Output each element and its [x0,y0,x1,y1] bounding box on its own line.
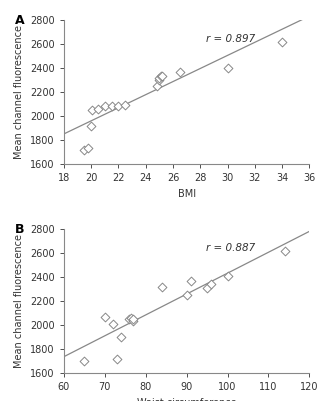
Point [115,355,120,362]
Point [209,281,214,288]
Y-axis label: Mean channel fluorescence: Mean channel fluorescence [14,234,25,368]
Y-axis label: Mean channel fluorescence: Mean channel fluorescence [14,25,25,159]
Point [82,358,87,364]
Point [158,73,163,80]
Point [131,318,136,324]
Point [157,77,162,83]
Point [154,83,159,89]
Text: r = 0.887: r = 0.887 [206,243,256,253]
Point [82,146,87,153]
X-axis label: Waist circumference: Waist circumference [137,397,236,401]
Point [131,316,136,322]
Point [157,75,162,81]
Point [119,334,124,340]
Point [225,273,230,279]
Point [184,292,189,298]
Text: A: A [15,14,24,27]
Point [225,65,230,71]
Point [102,313,107,320]
Point [204,284,210,291]
Point [86,145,91,152]
Point [129,314,134,321]
Point [95,105,100,112]
Point [116,103,121,110]
Point [279,38,285,45]
Point [102,103,107,110]
Text: r = 0.897: r = 0.897 [206,34,256,45]
Point [177,69,182,75]
X-axis label: BMI: BMI [178,188,196,198]
Point [160,283,165,290]
Point [188,277,193,284]
Point [160,73,165,80]
Point [127,316,132,322]
Text: B: B [15,223,24,236]
Point [89,122,94,129]
Point [110,320,115,327]
Point [123,102,128,109]
Point [282,247,287,254]
Point [90,107,95,113]
Point [109,103,114,110]
